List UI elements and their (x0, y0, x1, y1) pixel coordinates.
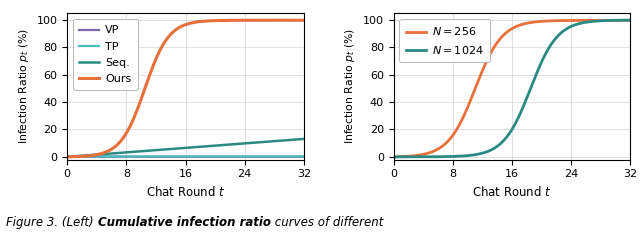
TP (171, 155, 179, 158)
TP (125, 155, 132, 158)
VP (63, 156, 71, 158)
TP (204, 155, 211, 158)
Seq. (221, 144, 229, 146)
Line: Ours: Ours (67, 20, 304, 157)
VP (300, 155, 308, 158)
Text: Cumulative infection ratio: Cumulative infection ratio (98, 216, 271, 229)
TP (300, 155, 308, 158)
Seq. (63, 156, 71, 158)
TP (64, 155, 72, 158)
$N = 1024$ (497, 142, 505, 145)
Y-axis label: Infection Ratio $p_t$ (%): Infection Ratio $p_t$ (%) (344, 28, 358, 144)
TP (106, 155, 113, 158)
Ours (203, 20, 211, 23)
Line: $N = 1024$: $N = 1024$ (394, 20, 630, 157)
Legend: VP, TP, Seq., Ours: VP, TP, Seq., Ours (73, 19, 138, 90)
VP (64, 155, 72, 158)
Ours (241, 19, 249, 22)
$N = 256$ (548, 19, 556, 22)
$N = 1024$ (432, 155, 440, 158)
Seq. (300, 138, 308, 140)
Ours (170, 30, 178, 32)
$N = 1024$ (627, 19, 634, 22)
VP (125, 155, 132, 158)
Seq. (203, 145, 211, 148)
$N = 256$ (451, 131, 458, 134)
Seq. (105, 152, 113, 155)
Text: Figure 3. (Left): Figure 3. (Left) (6, 216, 98, 229)
Line: Seq.: Seq. (67, 139, 304, 157)
$N = 1024$ (451, 155, 458, 158)
Text: curves of different: curves of different (271, 216, 383, 229)
$N = 256$ (497, 36, 505, 39)
Seq. (124, 151, 132, 154)
Ours (124, 129, 132, 132)
X-axis label: Chat Round $t$: Chat Round $t$ (146, 185, 225, 199)
Line: $N = 256$: $N = 256$ (394, 20, 630, 157)
$N = 1024$ (529, 80, 537, 83)
Seq. (241, 142, 249, 145)
VP (242, 155, 250, 158)
Ours (221, 19, 229, 22)
X-axis label: Chat Round $t$: Chat Round $t$ (472, 185, 552, 199)
Line: TP: TP (67, 156, 304, 157)
$N = 1024$ (568, 25, 576, 28)
$N = 256$ (390, 156, 397, 158)
Legend: $N = 256$, $N = 1024$: $N = 256$, $N = 1024$ (399, 19, 490, 62)
Ours (300, 19, 308, 22)
Ours (63, 156, 71, 158)
$N = 1024$ (548, 42, 556, 45)
$N = 256$ (627, 19, 634, 22)
$N = 1024$ (390, 156, 397, 158)
TP (242, 155, 250, 158)
$N = 256$ (529, 21, 537, 24)
VP (222, 155, 230, 158)
Seq. (170, 147, 178, 150)
VP (204, 155, 211, 158)
VP (171, 155, 179, 158)
TP (222, 155, 230, 158)
Ours (105, 149, 113, 152)
$N = 256$ (432, 149, 440, 152)
$N = 256$ (568, 19, 576, 22)
Y-axis label: Infection Ratio $p_t$ (%): Infection Ratio $p_t$ (%) (17, 28, 31, 144)
VP (106, 155, 113, 158)
TP (63, 156, 71, 158)
